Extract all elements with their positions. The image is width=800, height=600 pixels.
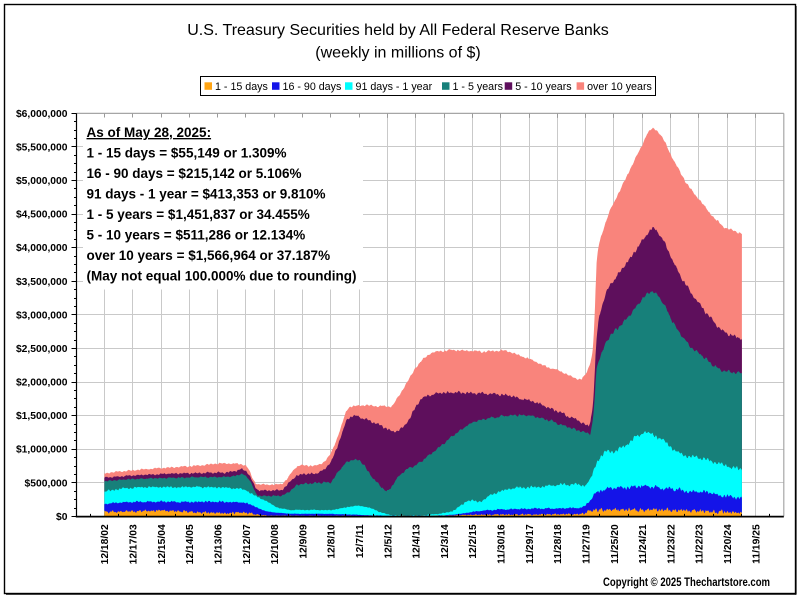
svg-text:(May not equal 100.000% due to: (May not equal 100.000% due to rounding) [87, 269, 357, 284]
svg-text:(weekly in millions of $): (weekly in millions of $) [315, 45, 480, 62]
svg-text:1 - 15 days: 1 - 15 days [215, 81, 268, 93]
svg-text:$1,500,000: $1,500,000 [16, 411, 68, 422]
svg-text:12/2/15: 12/2/15 [468, 524, 479, 559]
svg-text:$5,500,000: $5,500,000 [16, 143, 68, 154]
svg-text:1 - 5 years: 1 - 5 years [453, 81, 504, 93]
svg-text:$3,500,000: $3,500,000 [16, 277, 68, 288]
svg-text:12/17/03: 12/17/03 [129, 524, 140, 564]
svg-text:12/3/14: 12/3/14 [440, 524, 451, 559]
svg-text:$4,000,000: $4,000,000 [16, 243, 68, 254]
svg-text:91 days - 1 year = $413,353 or: 91 days - 1 year = $413,353 or 9.810% [87, 187, 326, 202]
svg-text:$500,000: $500,000 [25, 478, 68, 489]
svg-text:$6,000,000: $6,000,000 [16, 109, 68, 120]
svg-text:91 days - 1 year: 91 days - 1 year [356, 81, 433, 93]
svg-text:11/23/22: 11/23/22 [666, 524, 677, 564]
svg-text:11/29/17: 11/29/17 [525, 524, 536, 564]
svg-text:12/12/07: 12/12/07 [242, 524, 253, 564]
svg-text:$5,000,000: $5,000,000 [16, 176, 68, 187]
svg-text:$1,000,000: $1,000,000 [16, 445, 68, 456]
svg-text:$0: $0 [56, 512, 68, 523]
svg-text:5 - 10 years = $511,286 or 12.: 5 - 10 years = $511,286 or 12.134% [87, 228, 306, 243]
svg-text:As of May 28, 2025:: As of May 28, 2025: [87, 125, 212, 140]
svg-text:12/5/12: 12/5/12 [383, 524, 394, 559]
svg-text:$4,500,000: $4,500,000 [16, 210, 68, 221]
svg-text:over 10 years: over 10 years [587, 81, 652, 93]
svg-text:$2,000,000: $2,000,000 [16, 378, 68, 389]
svg-text:12/18/02: 12/18/02 [100, 524, 111, 564]
svg-text:12/10/08: 12/10/08 [270, 524, 281, 564]
svg-text:11/25/20: 11/25/20 [610, 524, 621, 564]
svg-text:Copyright © 2025 Thechartstore: Copyright © 2025 Thechartstore.com [603, 577, 770, 589]
svg-text:12/7/11: 12/7/11 [355, 524, 366, 558]
svg-text:U.S. Treasury Securities held: U.S. Treasury Securities held by All Fed… [187, 22, 609, 39]
svg-text:5 - 10 years: 5 - 10 years [515, 81, 571, 93]
svg-text:12/8/10: 12/8/10 [327, 524, 338, 559]
svg-text:over 10 years = $1,566,964 or: over 10 years = $1,566,964 or 37.187% [87, 248, 331, 263]
svg-text:12/14/05: 12/14/05 [185, 524, 196, 564]
svg-text:16 - 90 days: 16 - 90 days [283, 81, 342, 93]
svg-text:11/27/19: 11/27/19 [582, 524, 593, 564]
svg-text:11/24/21: 11/24/21 [638, 524, 649, 564]
svg-text:11/30/16: 11/30/16 [497, 524, 508, 564]
svg-text:$3,000,000: $3,000,000 [16, 310, 68, 321]
svg-text:12/15/04: 12/15/04 [157, 524, 168, 564]
svg-text:12/9/09: 12/9/09 [298, 524, 309, 559]
svg-text:11/28/18: 11/28/18 [553, 524, 564, 564]
svg-text:11/20/24: 11/20/24 [723, 524, 734, 564]
svg-text:1 - 15 days = $55,149 or 1.309: 1 - 15 days = $55,149 or 1.309% [87, 146, 287, 161]
svg-text:12/13/06: 12/13/06 [213, 524, 224, 564]
svg-text:16 - 90 days = $215,142 or 5.1: 16 - 90 days = $215,142 or 5.106% [87, 166, 302, 181]
svg-text:11/22/23: 11/22/23 [695, 524, 706, 564]
svg-text:$2,500,000: $2,500,000 [16, 344, 68, 355]
svg-text:11/19/25: 11/19/25 [751, 524, 762, 564]
svg-text:12/4/13: 12/4/13 [412, 524, 423, 559]
svg-text:1 - 5 years = $1,451,837 or 34: 1 - 5 years = $1,451,837 or 34.455% [87, 207, 310, 222]
